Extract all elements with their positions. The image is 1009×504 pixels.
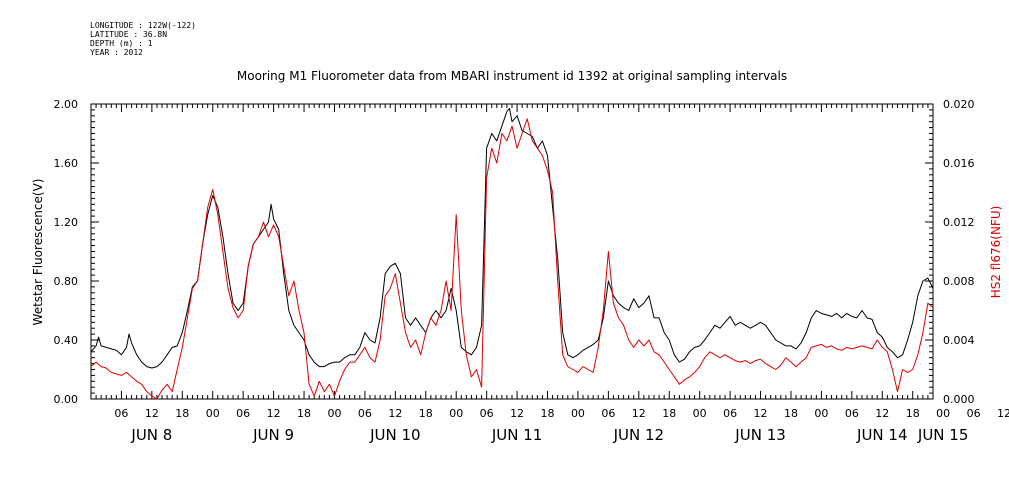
hour-tick-label: 06: [845, 407, 859, 420]
right-axis-tick-labels: 0.000 0.004 0.008 0.012 0.016 0.020: [943, 98, 975, 406]
right-axis-label: HS2 fl676(NFU): [989, 206, 1003, 299]
hour-tick-label: 18: [541, 407, 555, 420]
hour-tick-label: 12: [997, 407, 1009, 420]
metadata-block: LONGITUDE : 122W(-122) LATITUDE : 36.8N …: [90, 21, 196, 57]
hour-tick-label: 00: [571, 407, 585, 420]
hour-tick-label: 18: [297, 407, 311, 420]
y2-tick-label: 0.016: [943, 157, 975, 170]
hour-tick-label: 06: [236, 407, 250, 420]
day-label: JUN 11: [491, 426, 542, 444]
day-label: JUN 13: [734, 426, 785, 444]
latitude-label: LATITUDE : 36.8N: [90, 30, 168, 39]
y-tick-label: 1.60: [54, 157, 79, 170]
hour-tick-label: 00: [206, 407, 220, 420]
hour-tick-label: 12: [632, 407, 646, 420]
hour-tick-label: 00: [814, 407, 828, 420]
y-tick-label: 0.80: [54, 275, 79, 288]
y-tick-label: 2.00: [54, 98, 79, 111]
hour-tick-label: 18: [175, 407, 189, 420]
left-axis-tick-labels: 0.00 0.40 0.80 1.20 1.60 2.00: [54, 98, 79, 406]
y2-tick-label: 0.000: [943, 393, 975, 406]
y-tick-label: 0.00: [54, 393, 79, 406]
wetstar-series-line: [90, 107, 934, 369]
year-label: YEAR : 2012: [90, 48, 143, 57]
hour-tick-label: 06: [480, 407, 494, 420]
hour-tick-label: 18: [906, 407, 920, 420]
hour-tick-label: 12: [267, 407, 281, 420]
hs2-series-line: [90, 118, 934, 400]
hour-tick-label: 12: [388, 407, 402, 420]
plot-frame: [90, 103, 934, 400]
day-label: JUN 15: [917, 426, 968, 444]
hour-tick-label: 18: [784, 407, 798, 420]
longitude-label: LONGITUDE : 122W(-122): [90, 21, 196, 30]
left-axis-label: Wetstar Fluorescence(V): [31, 179, 45, 326]
y2-tick-label: 0.008: [943, 275, 975, 288]
axis-ticks: [90, 103, 934, 400]
day-label: JUN 12: [613, 426, 664, 444]
chart-title: Mooring M1 Fluorometer data from MBARI i…: [237, 69, 787, 83]
hour-tick-label: 18: [662, 407, 676, 420]
hour-tick-label: 06: [358, 407, 372, 420]
hour-tick-label: 06: [723, 407, 737, 420]
hour-tick-labels: 06 12 18 00 06 12 18 00 06 12 18 00 06 12 18 00 06 12 18 00…: [114, 407, 1009, 420]
hour-tick-label: 00: [936, 407, 950, 420]
hour-tick-label: 12: [754, 407, 768, 420]
hour-tick-label: 00: [449, 407, 463, 420]
hour-tick-label: 12: [145, 407, 159, 420]
hour-tick-label: 06: [114, 407, 128, 420]
hour-tick-label: 00: [693, 407, 707, 420]
y2-tick-label: 0.012: [943, 216, 975, 229]
day-label: JUN 10: [369, 426, 420, 444]
day-label: JUN 14: [856, 426, 907, 444]
depth-label: DEPTH (m) : 1: [90, 39, 153, 48]
y2-tick-label: 0.004: [943, 334, 975, 347]
y-tick-label: 0.40: [54, 334, 79, 347]
hour-tick-label: 12: [875, 407, 889, 420]
hour-tick-label: 00: [327, 407, 341, 420]
series-lines: [90, 107, 934, 400]
day-label: JUN 9: [252, 426, 294, 444]
hour-tick-label: 06: [601, 407, 615, 420]
day-labels: JUN 8 JUN 9 JUN 10 JUN 11 JUN 12 JUN 13 JUN 14…: [130, 426, 968, 444]
hour-tick-label: 12: [510, 407, 524, 420]
y-tick-label: 1.20: [54, 216, 79, 229]
hour-tick-label: 06: [967, 407, 981, 420]
y2-tick-label: 0.020: [943, 98, 975, 111]
hour-tick-label: 18: [419, 407, 433, 420]
day-label: JUN 8: [130, 426, 172, 444]
